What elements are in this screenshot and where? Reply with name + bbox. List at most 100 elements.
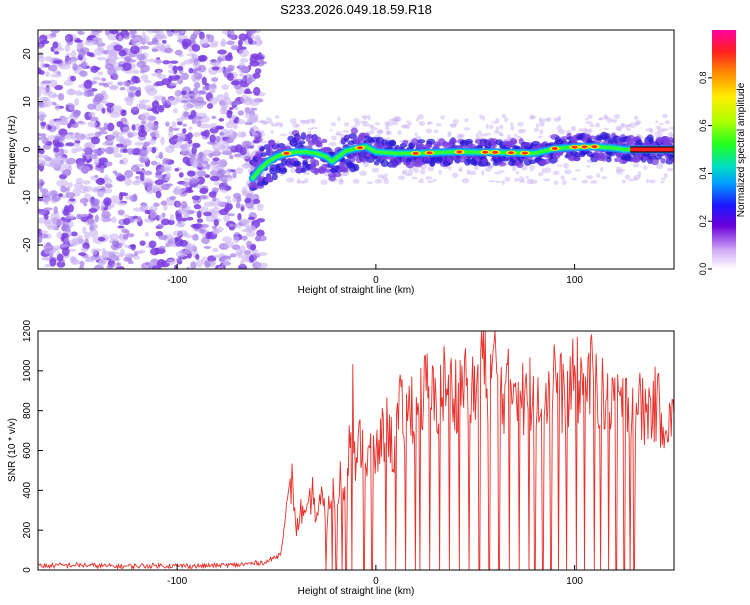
noise-speckle <box>206 103 214 109</box>
noise-speckle <box>78 92 86 96</box>
noise-speckle <box>50 30 61 34</box>
noise-speckle <box>188 126 193 131</box>
noise-speckle <box>224 54 233 62</box>
noise-speckle <box>207 34 215 43</box>
noise-speckle <box>83 203 88 207</box>
noise-speckle <box>118 233 129 242</box>
noise-speckle <box>38 233 42 238</box>
noise-speckle <box>131 37 142 46</box>
noise-speckle <box>203 201 214 207</box>
halo-speckle <box>435 123 442 127</box>
noise-speckle <box>182 207 189 213</box>
noise-speckle <box>73 182 84 189</box>
noise-speckle <box>193 116 203 120</box>
halo-speckle <box>553 117 561 122</box>
halo-speckle <box>354 120 361 126</box>
noise-speckle <box>41 194 51 203</box>
ridge-peak <box>426 151 433 155</box>
halo-speckle <box>648 179 656 184</box>
halo-speckle <box>457 133 465 138</box>
snr-ylabel: SNR (10 * v/v) <box>7 418 18 482</box>
halo-speckle <box>374 134 381 138</box>
spectrogram-y-tick-label: -20 <box>22 237 33 252</box>
noise-speckle <box>161 39 167 44</box>
spectrogram-y-tick-label: 10 <box>22 96 33 108</box>
halo-speckle <box>413 167 420 174</box>
ridge-envelope <box>433 143 441 148</box>
noise-speckle <box>149 137 156 145</box>
noise-speckle <box>229 253 237 258</box>
ridge-peak <box>591 145 598 149</box>
spectrogram-y-axis: -20 -10 0 10 20 <box>22 48 43 252</box>
noise-speckle <box>196 157 204 165</box>
noise-speckle <box>202 85 211 91</box>
noise-speckle <box>61 116 69 121</box>
ridge-envelope <box>612 135 622 144</box>
noise-speckle <box>69 118 75 125</box>
ridge-envelope <box>313 159 320 167</box>
noise-speckle <box>43 207 53 211</box>
halo-speckle <box>426 180 434 183</box>
halo-speckle <box>628 178 634 182</box>
noise-speckle <box>80 61 88 70</box>
halo-speckle <box>558 129 566 135</box>
noise-speckle <box>241 76 247 82</box>
halo-speckle <box>585 117 589 121</box>
noise-speckle <box>38 208 47 215</box>
halo-speckle <box>440 115 445 120</box>
noise-speckle <box>174 168 180 172</box>
noise-speckle <box>173 30 185 37</box>
snr-y-tick-label: 600 <box>22 442 33 459</box>
noise-speckle <box>66 157 76 165</box>
ridge-envelope <box>251 181 258 189</box>
noise-speckle <box>101 77 107 82</box>
noise-speckle <box>49 257 57 267</box>
noise-speckle <box>126 233 135 238</box>
noise-speckle <box>135 175 140 180</box>
halo-speckle <box>633 115 639 120</box>
ridge-peak <box>283 151 290 155</box>
noise-speckle <box>200 224 209 228</box>
halo-speckle <box>419 168 426 175</box>
noise-speckle <box>196 120 202 127</box>
halo-speckle <box>498 124 504 130</box>
halo-speckle <box>311 126 318 130</box>
ridge-envelope <box>380 159 389 167</box>
noise-speckle <box>171 121 177 128</box>
noise-speckle <box>190 109 197 119</box>
noise-speckle <box>211 66 220 71</box>
noise-speckle <box>125 229 130 235</box>
halo-speckle <box>447 132 451 138</box>
noise-speckle <box>97 236 106 242</box>
halo-speckle <box>387 130 391 136</box>
halo-speckle <box>342 130 349 133</box>
noise-speckle <box>202 153 207 163</box>
snr-x-axis: -100 0 100 <box>167 565 583 587</box>
snr-x-tick-label: -100 <box>167 576 187 587</box>
noise-speckle <box>94 174 99 179</box>
halo-speckle <box>660 177 667 181</box>
noise-speckle <box>78 31 85 35</box>
noise-speckle <box>53 219 63 227</box>
noise-speckle <box>106 264 114 269</box>
noise-speckle <box>191 44 201 52</box>
colorbar-tick-label: 0.8 <box>698 72 708 85</box>
noise-speckle <box>98 127 107 132</box>
halo-speckle <box>296 178 301 184</box>
noise-speckle <box>106 122 115 132</box>
noise-speckle <box>129 92 136 98</box>
spectrogram-x-axis: -100 0 100 <box>167 264 583 286</box>
ridge-envelope <box>417 139 426 144</box>
noise-speckle <box>156 42 163 50</box>
noise-speckle <box>96 56 107 61</box>
halo-speckle <box>392 116 400 122</box>
noise-speckle <box>149 210 157 219</box>
noise-speckle <box>184 234 194 239</box>
halo-speckle <box>563 162 569 169</box>
halo-speckle <box>331 135 337 141</box>
noise-speckle <box>182 123 187 127</box>
noise-speckle <box>43 243 54 252</box>
noise-speckle <box>82 87 93 91</box>
noise-speckle <box>58 160 64 165</box>
noise-speckle <box>131 124 136 131</box>
